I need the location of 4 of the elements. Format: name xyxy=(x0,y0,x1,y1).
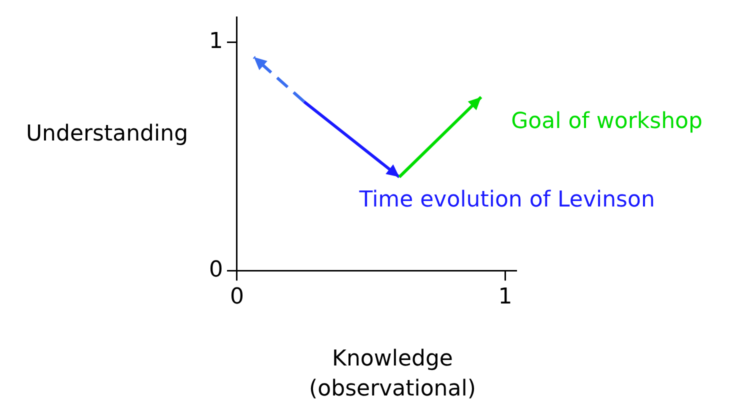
x-axis-title: Knowledge (observational) xyxy=(309,346,476,402)
y-axis-title: Understanding xyxy=(26,122,188,147)
annotation: Time evolution of Levinson xyxy=(358,188,655,213)
annotation: Goal of workshop xyxy=(511,108,702,134)
